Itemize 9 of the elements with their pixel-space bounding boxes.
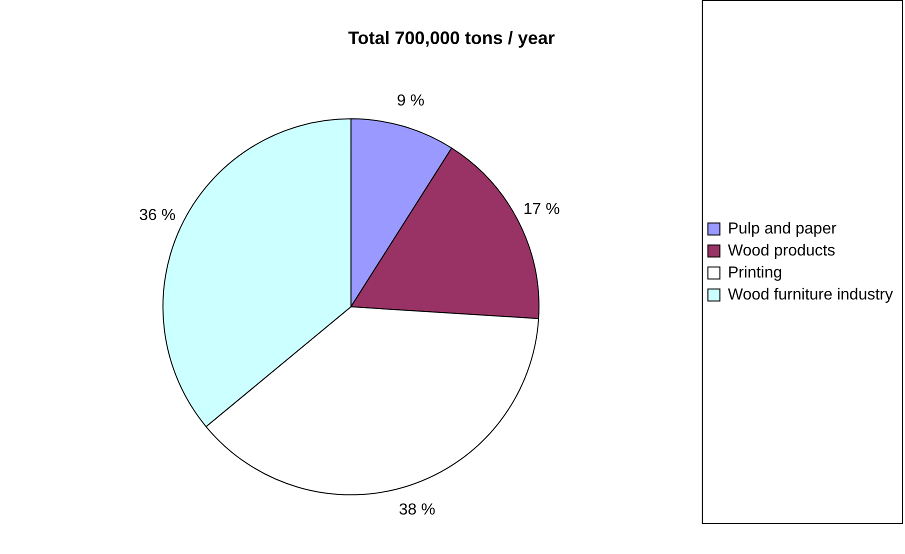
data-label: 38 % (398, 502, 436, 519)
legend-label: Pulp and paper (728, 220, 838, 238)
data-label: 36 % (139, 207, 176, 224)
chart-title: Total 700,000 tons / year (348, 28, 555, 48)
legend-label: Wood products (728, 242, 836, 260)
data-label: 17 % (523, 201, 560, 218)
legend-label: Printing (728, 264, 782, 282)
legend-label: Wood furniture industry (728, 286, 894, 304)
data-label: 9 % (396, 92, 424, 110)
